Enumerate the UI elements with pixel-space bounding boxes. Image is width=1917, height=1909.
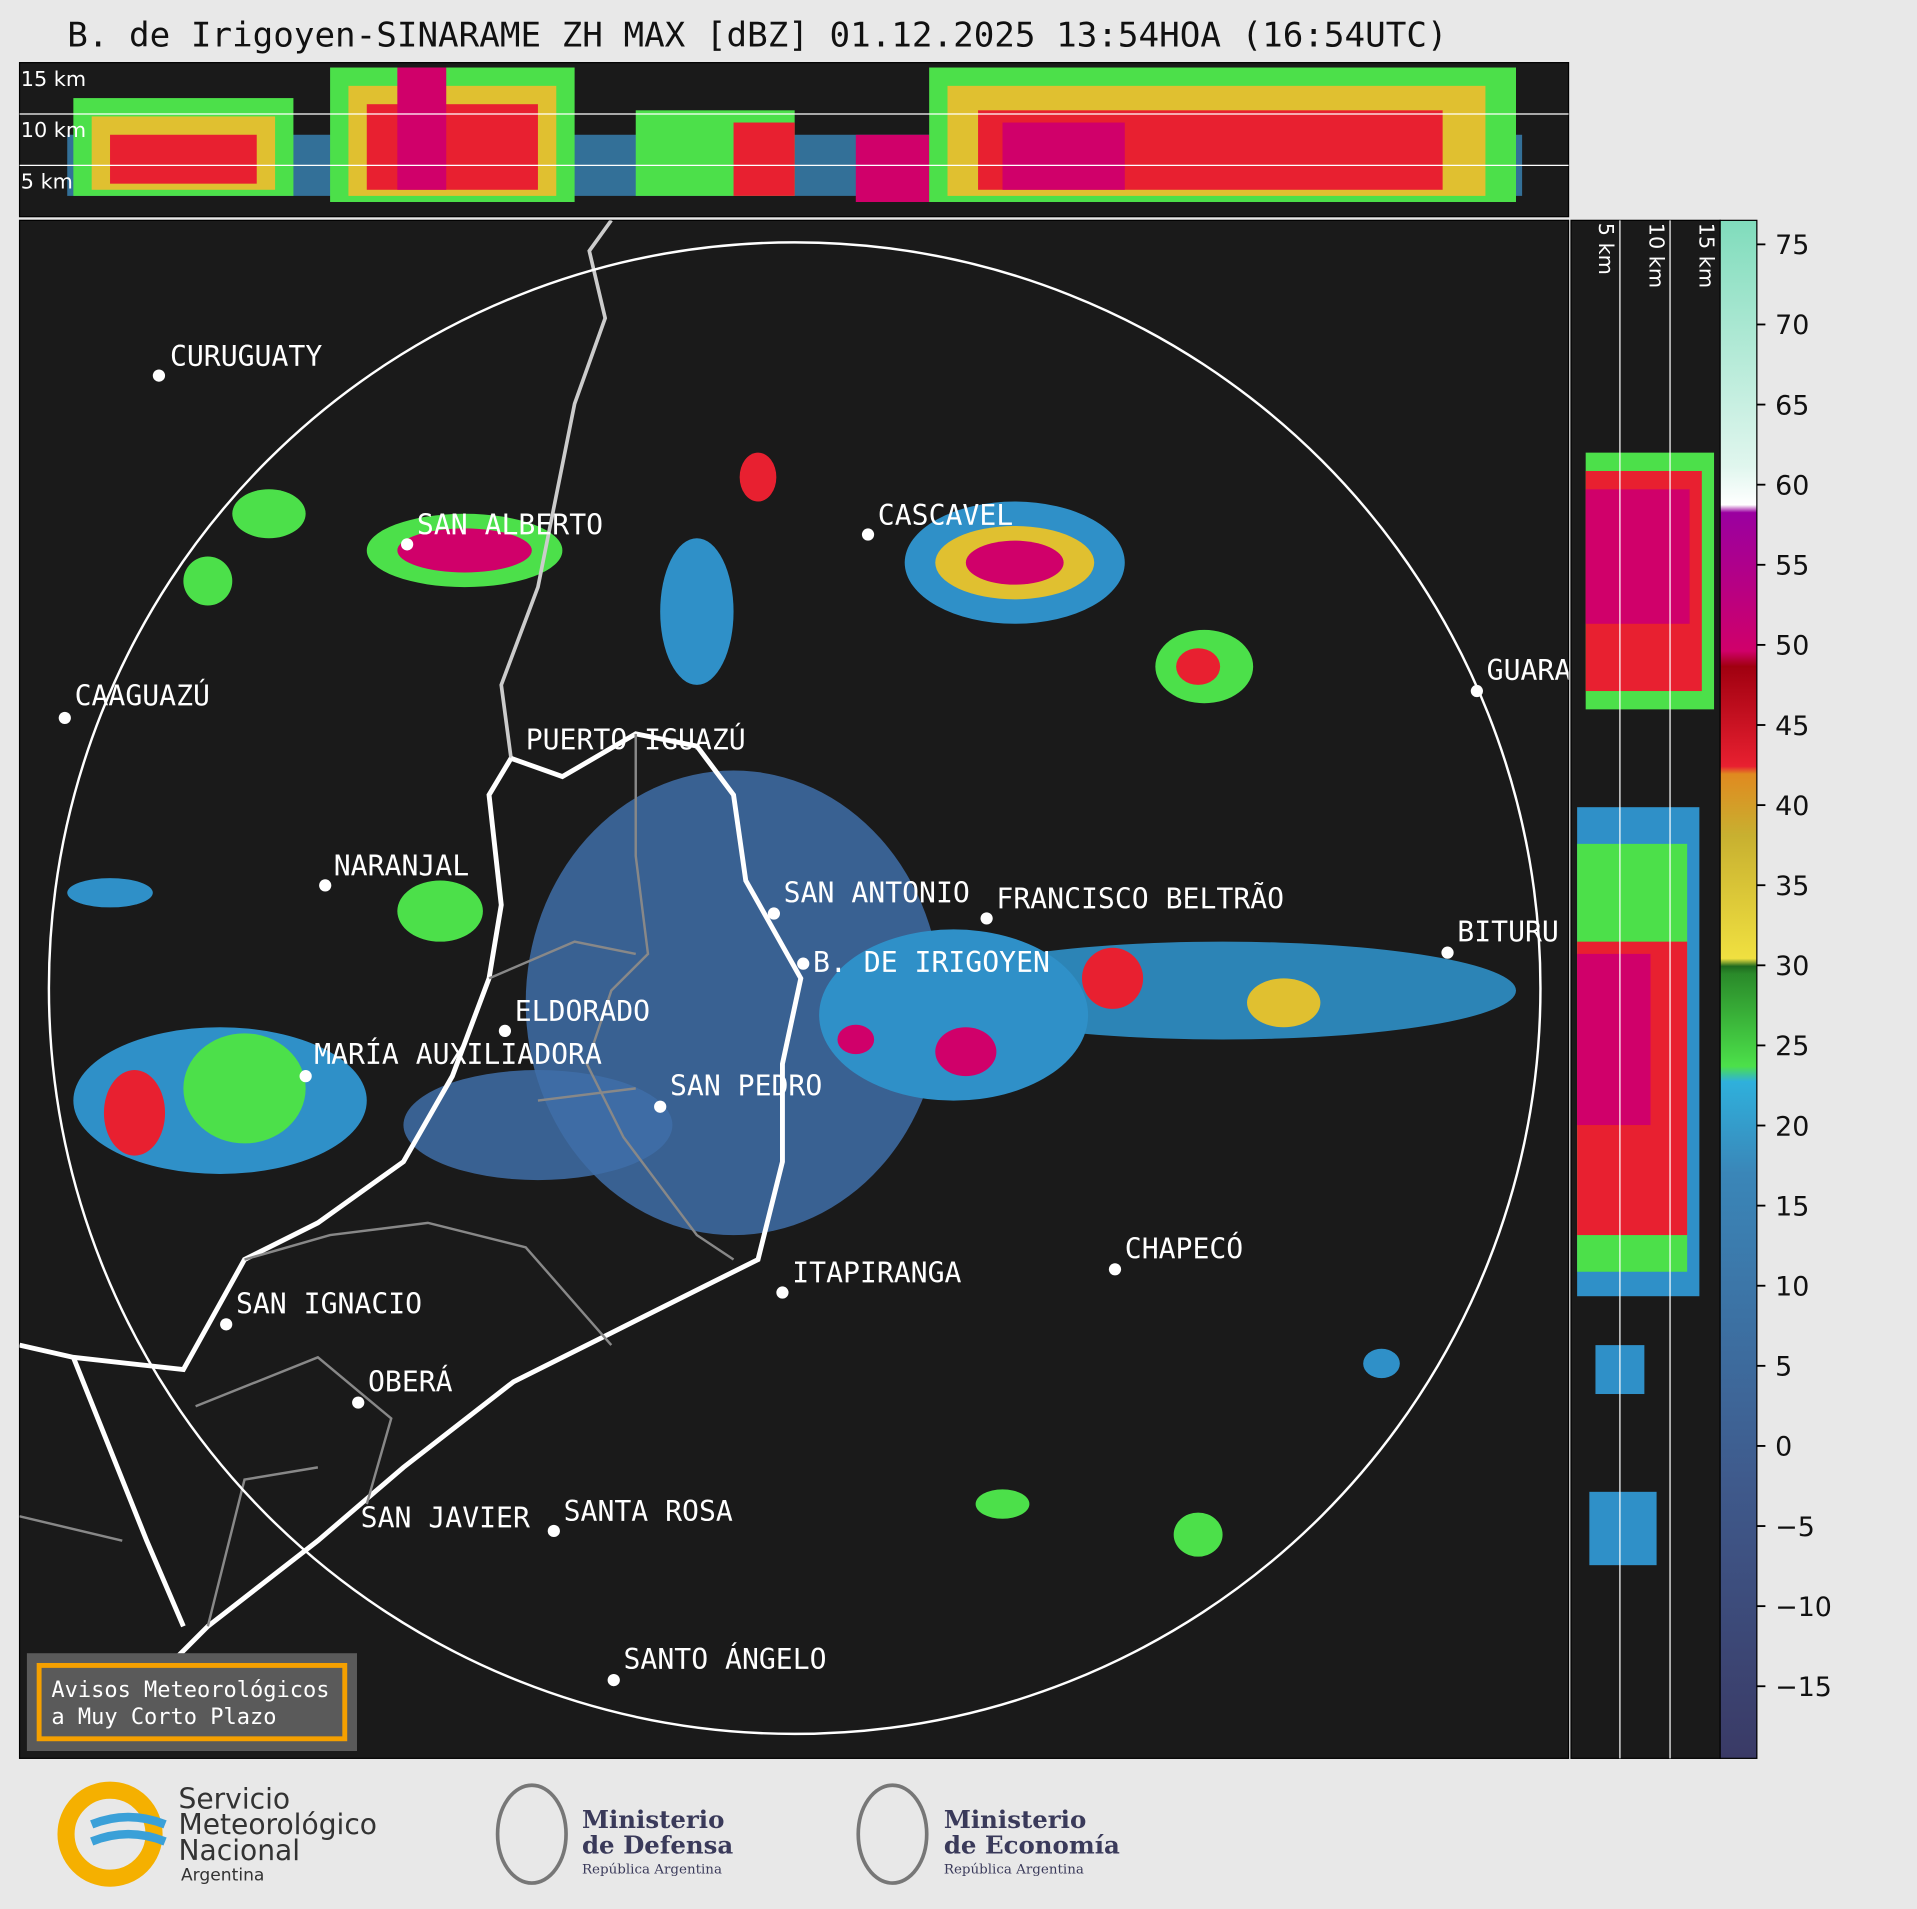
city-dot bbox=[401, 538, 414, 551]
city-label: CASCAVEL bbox=[878, 499, 1013, 532]
logo-text: Ministerio bbox=[582, 1805, 724, 1834]
city-label: B. DE IRIGOYEN bbox=[813, 946, 1050, 979]
colorbar-tick-label: 15 bbox=[1775, 1191, 1809, 1222]
city-label: NARANJAL bbox=[334, 850, 469, 883]
city-dot bbox=[776, 1286, 789, 1299]
city-dot bbox=[152, 369, 166, 382]
notice-box bbox=[26, 1653, 357, 1752]
colorbar-tick-label: 65 bbox=[1775, 390, 1809, 421]
city-label: GUARA bbox=[1487, 654, 1572, 687]
logo-text: Argentina bbox=[181, 1866, 264, 1886]
height-label: 10 km bbox=[21, 118, 86, 142]
range-ring bbox=[47, 241, 1542, 1736]
colorbar-tick-label: 70 bbox=[1775, 310, 1809, 341]
logo-text: Ministerio bbox=[944, 1805, 1086, 1834]
city-label: ITAPIRANGA bbox=[792, 1257, 961, 1290]
colorbar-tick-label: −15 bbox=[1775, 1672, 1832, 1703]
notice-border[interactable] bbox=[36, 1662, 348, 1742]
logo-economia: Ministerio de Economía República Argenti… bbox=[856, 1783, 1120, 1885]
logo-smn: Servicio Meteorológico Nacional Argentin… bbox=[57, 1781, 377, 1887]
height-label: 15 km bbox=[21, 67, 86, 91]
colorbar-tick-label: 30 bbox=[1775, 951, 1809, 982]
city-label: OBERÁ bbox=[368, 1365, 453, 1399]
logo-text: República Argentina bbox=[944, 1862, 1084, 1877]
city-dot bbox=[654, 1100, 667, 1113]
borders bbox=[19, 220, 804, 1714]
colorbar-tick-label: 20 bbox=[1775, 1111, 1809, 1142]
colorbar-tick-label: 40 bbox=[1775, 791, 1809, 822]
logo-text: de Economía bbox=[944, 1831, 1120, 1860]
city-dot bbox=[58, 711, 71, 725]
colorbar-tick-label: 45 bbox=[1775, 711, 1809, 742]
logo-defensa: Ministerio de Defensa República Argentin… bbox=[495, 1783, 733, 1885]
city-dot bbox=[1470, 684, 1483, 698]
city-dot bbox=[498, 1024, 512, 1038]
colorbar bbox=[1719, 219, 1758, 1759]
colorbar-tick-label: 25 bbox=[1775, 1031, 1809, 1062]
logo-text: Servicio bbox=[178, 1782, 290, 1815]
city-dot bbox=[1108, 1263, 1122, 1276]
colorbar-tick-label: 60 bbox=[1775, 470, 1809, 501]
right-echoes bbox=[1577, 452, 1715, 1566]
city-dot bbox=[220, 1318, 233, 1331]
colorbar-tick-label: 0 bbox=[1775, 1432, 1792, 1463]
city-label: SAN PEDRO bbox=[670, 1070, 822, 1103]
colorbar-tick-label: 5 bbox=[1775, 1352, 1792, 1383]
city-label: SANTO ÁNGELO bbox=[624, 1642, 827, 1676]
city-dot bbox=[980, 912, 993, 925]
colorbar-tick-label: 75 bbox=[1775, 230, 1809, 261]
city-label: MARÍA AUXILIADORA bbox=[314, 1037, 602, 1071]
height-label: 15 km bbox=[1694, 223, 1718, 288]
logo-text: de Defensa bbox=[582, 1831, 733, 1860]
city-dot bbox=[299, 1070, 312, 1083]
city-dot bbox=[1441, 946, 1454, 959]
city-label: SAN ALBERTO bbox=[417, 509, 603, 542]
logo-text: Meteorológico bbox=[178, 1808, 377, 1841]
map-content: CURUGUATY SAN ALBERTO CAAGUAZÚ PUERTO IGUAZ… bbox=[19, 220, 1572, 1736]
cities: CURUGUATY SAN ALBERTO CAAGUAZÚ PUERTO IGUAZ… bbox=[58, 340, 1572, 1687]
city-label: SAN ANTONIO bbox=[784, 877, 970, 910]
city-dot bbox=[547, 1524, 560, 1538]
city-label: SANTA ROSA bbox=[564, 1495, 733, 1528]
city-dot bbox=[797, 957, 810, 970]
colorbar-tick-label: 35 bbox=[1775, 871, 1809, 902]
colorbar-tick-label: 10 bbox=[1775, 1272, 1809, 1303]
city-label: SAN JAVIER bbox=[361, 1501, 530, 1534]
city-label: BITURU bbox=[1457, 916, 1559, 949]
city-label: CURUGUATY bbox=[170, 340, 322, 373]
city-label: FRANCISCO BELTRÃO bbox=[996, 883, 1284, 916]
colorbar-tick-label: −10 bbox=[1775, 1592, 1832, 1623]
city-dot bbox=[861, 528, 875, 541]
colorbar-tick-label: 55 bbox=[1775, 551, 1809, 582]
city-dot bbox=[767, 907, 781, 920]
colorbar-tick-label: −5 bbox=[1775, 1512, 1815, 1543]
city-label: PUERTO IGUAZÚ bbox=[526, 723, 746, 757]
city-label: CHAPECÓ bbox=[1125, 1231, 1243, 1265]
height-label: 10 km bbox=[1644, 223, 1668, 288]
top-echoes bbox=[67, 67, 1523, 203]
radar-echoes bbox=[67, 452, 1516, 1557]
height-label: 5 km bbox=[21, 170, 73, 194]
city-dot bbox=[352, 1396, 365, 1409]
title: B. de Irigoyen-SINARAME ZH MAX [dBZ] 01.… bbox=[67, 16, 1447, 56]
city-label: ELDORADO bbox=[515, 995, 650, 1028]
city-dot bbox=[319, 879, 332, 892]
notice-text: a Muy Corto Plazo bbox=[51, 1705, 276, 1730]
city-dot bbox=[607, 1673, 620, 1687]
logo-text: República Argentina bbox=[582, 1862, 722, 1877]
height-label: 5 km bbox=[1594, 223, 1618, 275]
city-label: CAAGUAZÚ bbox=[75, 679, 210, 713]
notice-text: Avisos Meteorológicos bbox=[51, 1678, 329, 1703]
colorbar-tick-label: 50 bbox=[1775, 631, 1809, 662]
logo-text: Nacional bbox=[178, 1834, 300, 1867]
city-label: SAN IGNACIO bbox=[236, 1287, 422, 1320]
